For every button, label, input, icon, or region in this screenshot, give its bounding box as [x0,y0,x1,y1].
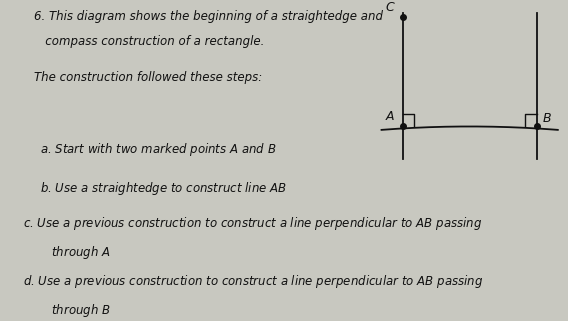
Text: compass construction of a rectangle.: compass construction of a rectangle. [34,35,265,48]
Text: through $B$: through $B$ [40,302,110,319]
Text: through $A$: through $A$ [40,244,110,261]
Text: 6. This diagram shows the beginning of a straightedge and: 6. This diagram shows the beginning of a… [34,10,383,22]
Text: b. Use a straightedge to construct line $AB$: b. Use a straightedge to construct line … [40,180,287,197]
Text: c. Use a previous construction to construct a line perpendicular to $AB$ passing: c. Use a previous construction to constr… [23,215,482,232]
Text: $A$: $A$ [385,110,395,123]
Text: $C$: $C$ [386,1,396,14]
Text: d. Use a previous construction to construct a line perpendicular to $AB$ passing: d. Use a previous construction to constr… [23,273,483,290]
Text: $B$: $B$ [542,112,552,126]
Text: The construction followed these steps:: The construction followed these steps: [34,71,262,83]
Text: a. Start with two marked points $A$ and $B$: a. Start with two marked points $A$ and … [40,141,276,158]
